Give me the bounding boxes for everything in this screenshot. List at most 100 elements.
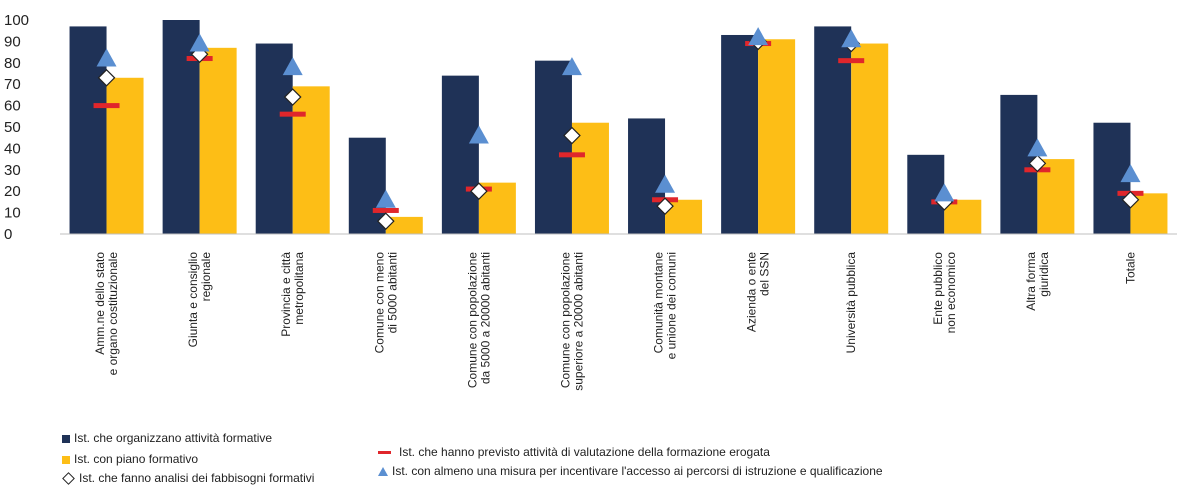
legend-label: Ist. che hanno previsto attività di valu…: [399, 445, 770, 459]
marker-valutazione: [558, 152, 585, 158]
x-tick-label: Provincia e città metropolitana: [279, 252, 306, 337]
x-tick-label-line: metropolitana: [292, 252, 306, 325]
x-tick-label-line: Totale: [1123, 252, 1137, 284]
marker-incentivare: [189, 33, 210, 52]
marker-incentivare: [748, 27, 769, 46]
marker-incentivare: [1120, 164, 1141, 183]
marker-fabbisogni: [283, 88, 302, 106]
bar-piano: [199, 47, 237, 234]
x-tick-label-line: Altra forma: [1024, 252, 1038, 311]
legend-swatch-yellow: [62, 455, 70, 464]
x-axis-labels: Amm.ne dello stato e organo costituzional…: [93, 252, 1137, 391]
bar-piano: [106, 77, 144, 234]
bar-piano: [851, 43, 889, 234]
y-tick-label: 70: [4, 76, 21, 93]
legend-item-incentivare: Ist. con almeno una misura per incentiva…: [378, 464, 883, 478]
marker-valutazione: [838, 58, 865, 64]
y-tick-label: 50: [4, 119, 21, 136]
x-tick-label-line: superiore a 20000 abitanti: [571, 252, 585, 391]
marker-fabbisogni: [97, 68, 116, 87]
legend-swatch-dash-icon: [378, 451, 391, 455]
x-tick-label: Comunità montane e unione dei comuni: [652, 252, 679, 360]
marker-incentivare: [561, 57, 582, 76]
x-tick-label-line: Comune con popolazione: [465, 252, 479, 388]
bar-organizzano: [69, 26, 107, 235]
y-axis: 0 10 20 30 40 50 60 70 80 90 100: [4, 12, 29, 243]
legend-item-valutazione: Ist. che hanno previsto attività di valu…: [378, 445, 770, 459]
marker-incentivare: [1027, 138, 1048, 157]
marker-fabbisogni: [656, 197, 674, 216]
marker-incentivare: [655, 174, 676, 193]
x-tick-label-line: Giunta e consiglio: [186, 252, 200, 348]
y-tick-label: 60: [4, 98, 21, 115]
y-tick-label: 0: [4, 226, 12, 243]
x-tick-label-line: Ente pubblico: [931, 252, 945, 325]
bar-organizzano: [441, 75, 479, 234]
markers: [93, 27, 1144, 231]
bar-organizzano: [628, 118, 666, 234]
y-tick-label: 40: [4, 140, 21, 157]
x-tick-label-line: di 5000 abitanti: [385, 252, 399, 333]
bar-piano: [571, 122, 609, 234]
legend-label: Ist. con almeno una misura per incentiva…: [392, 464, 883, 478]
x-tick-label-line: Comunità montane: [652, 252, 666, 354]
marker-fabbisogni: [470, 182, 488, 201]
legend-swatch-triangle-icon: [378, 467, 388, 477]
x-tick-label-line: regionale: [199, 252, 213, 302]
y-tick-label: 100: [4, 12, 29, 29]
chart: 0 10 20 30 40 50 60 70 80 90 100 Amm.ne dello stat…: [4, 12, 1177, 391]
y-tick-label: 90: [4, 33, 21, 50]
x-tick-label-line: del SSN: [758, 252, 772, 296]
x-tick-label-line: non economico: [944, 252, 958, 334]
marker-fabbisogni: [1028, 154, 1047, 173]
legend-label: Ist. che organizzano attività formative: [74, 431, 273, 445]
legend-swatch-diamond-icon: [62, 472, 75, 486]
marker-valutazione: [279, 111, 306, 117]
y-tick-label: 10: [4, 205, 21, 222]
bar-organizzano: [814, 26, 852, 235]
marker-fabbisogni: [376, 212, 395, 231]
legend-item-fabbisogni: Ist. che fanno analisi dei fabbisogni fo…: [62, 471, 315, 486]
bar-organizzano: [255, 43, 293, 234]
legend-item-piano: Ist. con piano formativo: [62, 452, 198, 466]
bar-piano: [385, 216, 423, 234]
bar-piano: [758, 39, 796, 235]
marker-incentivare: [468, 125, 489, 144]
x-tick-label: Totale: [1123, 252, 1137, 284]
x-tick-label: Altra forma giuridica: [1024, 252, 1051, 311]
x-tick-label-line: Amm.ne dello stato: [93, 252, 107, 355]
marker-valutazione: [372, 207, 399, 213]
x-tick-label: Azienda o ente del SSN: [745, 252, 772, 332]
y-tick-label: 30: [4, 162, 21, 179]
bar-piano: [944, 199, 982, 234]
marker-incentivare: [841, 29, 862, 48]
bars: [60, 20, 1177, 235]
x-tick-label-line: Provincia e città: [279, 252, 293, 337]
marker-incentivare: [375, 189, 396, 208]
marker-fabbisogni: [563, 126, 581, 145]
bar-piano: [292, 86, 330, 234]
x-tick-label-line: da 5000 a 20000 abitanti: [478, 252, 492, 384]
legend-label: Ist. con piano formativo: [74, 452, 199, 466]
marker-incentivare: [934, 183, 955, 202]
x-tick-label-line: Azienda o ente: [745, 252, 759, 332]
legend-label: Ist. che fanno analisi dei fabbisogni fo…: [79, 471, 315, 485]
x-tick-label: Comune con popolazione superiore a 20000 …: [558, 252, 585, 391]
legend-swatch-navy: [62, 434, 70, 443]
bar-organizzano: [348, 137, 386, 234]
marker-incentivare: [282, 57, 303, 76]
y-tick-label: 20: [4, 183, 21, 200]
x-tick-label-line: e unione dei comuni: [665, 252, 679, 359]
x-tick-label: Comune con popolazione da 5000 a 20000 ab…: [465, 252, 492, 388]
bar-organizzano: [534, 60, 572, 234]
bar-organizzano: [721, 34, 759, 235]
marker-incentivare: [96, 48, 117, 67]
legend-item-organizzano: Ist. che organizzano attività formative: [62, 431, 272, 445]
x-tick-label-line: e organo costituzionale: [106, 252, 120, 376]
y-tick-label: 80: [4, 55, 21, 72]
x-tick-label-line: Comune con popolazione: [558, 252, 572, 388]
x-tick-label: Giunta e consiglio regionale: [186, 252, 213, 348]
x-tick-label: Comune con meno di 5000 abitanti: [372, 252, 399, 354]
x-tick-label-line: Comune con meno: [372, 252, 386, 354]
x-tick-label-line: giuridica: [1037, 252, 1051, 297]
